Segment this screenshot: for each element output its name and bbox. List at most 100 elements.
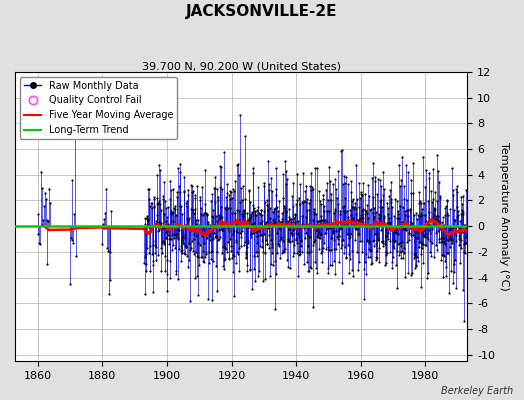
Point xyxy=(170,206,179,212)
Point xyxy=(325,208,333,214)
Point xyxy=(402,220,410,226)
Point xyxy=(221,244,229,251)
Point xyxy=(278,216,286,222)
Point xyxy=(446,267,455,274)
Point xyxy=(456,245,465,251)
Point xyxy=(427,223,435,229)
Point xyxy=(356,238,365,245)
Point xyxy=(407,272,415,278)
Point xyxy=(225,256,233,262)
Point xyxy=(410,250,419,256)
Point xyxy=(336,225,345,232)
Point xyxy=(196,211,205,218)
Point xyxy=(262,219,270,226)
Point xyxy=(256,220,264,226)
Point xyxy=(184,187,192,193)
Point xyxy=(384,230,392,236)
Point xyxy=(170,224,178,230)
Point xyxy=(366,206,375,212)
Point xyxy=(213,249,222,256)
Point xyxy=(435,236,443,242)
Point xyxy=(226,188,234,194)
Point xyxy=(329,181,337,188)
Point xyxy=(259,183,268,190)
Point xyxy=(182,216,191,222)
Point xyxy=(358,205,367,212)
Point xyxy=(214,237,222,243)
Point xyxy=(238,196,246,203)
Point xyxy=(427,253,435,259)
Point xyxy=(178,211,187,218)
Point xyxy=(382,252,390,258)
Point xyxy=(403,224,411,230)
Point xyxy=(353,216,362,223)
Point xyxy=(321,217,329,224)
Point xyxy=(179,250,188,256)
Point xyxy=(304,250,313,256)
Point xyxy=(287,216,295,222)
Point xyxy=(274,213,282,219)
Point xyxy=(197,230,205,236)
Point xyxy=(174,246,183,252)
Point xyxy=(276,226,284,232)
Point xyxy=(392,229,400,235)
Point xyxy=(187,227,195,234)
Point xyxy=(234,160,242,167)
Point xyxy=(275,198,283,204)
Point xyxy=(236,233,245,240)
Point xyxy=(346,189,355,195)
Point xyxy=(277,236,285,242)
Point xyxy=(338,241,346,248)
Point xyxy=(152,212,161,218)
Point xyxy=(418,245,427,251)
Point xyxy=(362,220,370,227)
Point xyxy=(274,208,282,214)
Point xyxy=(233,162,241,168)
Point xyxy=(393,285,401,291)
Point xyxy=(453,204,461,210)
Point xyxy=(312,222,320,228)
Point xyxy=(422,230,431,237)
Point xyxy=(362,271,370,277)
Point xyxy=(308,184,316,190)
Point xyxy=(34,230,42,237)
Point xyxy=(208,191,216,197)
Point xyxy=(185,247,194,253)
Point xyxy=(346,231,355,238)
Point xyxy=(414,257,422,264)
Point xyxy=(326,197,335,203)
Point xyxy=(412,228,420,234)
Point xyxy=(386,187,394,194)
Point xyxy=(395,252,403,258)
Point xyxy=(433,246,441,253)
Point xyxy=(262,236,270,243)
Point xyxy=(430,207,438,213)
Point xyxy=(274,241,282,248)
Point xyxy=(226,248,235,254)
Point xyxy=(140,254,149,260)
Point xyxy=(274,241,282,248)
Point xyxy=(442,264,450,270)
Point xyxy=(182,203,191,210)
Point xyxy=(201,200,209,207)
Point xyxy=(268,243,276,250)
Point xyxy=(198,254,206,260)
Point xyxy=(364,214,373,221)
Point xyxy=(245,215,253,222)
Point xyxy=(211,199,219,205)
Point xyxy=(199,212,207,218)
Point xyxy=(432,242,440,248)
Point xyxy=(322,246,330,252)
Point xyxy=(377,208,385,214)
Point xyxy=(267,219,275,226)
Point xyxy=(162,287,171,294)
Point xyxy=(241,133,249,140)
Point xyxy=(168,232,176,238)
Point xyxy=(173,235,182,242)
Point xyxy=(145,250,154,256)
Point xyxy=(375,259,383,266)
Point xyxy=(337,148,345,155)
Point xyxy=(165,236,173,242)
Point xyxy=(335,232,343,239)
Point xyxy=(198,184,206,190)
